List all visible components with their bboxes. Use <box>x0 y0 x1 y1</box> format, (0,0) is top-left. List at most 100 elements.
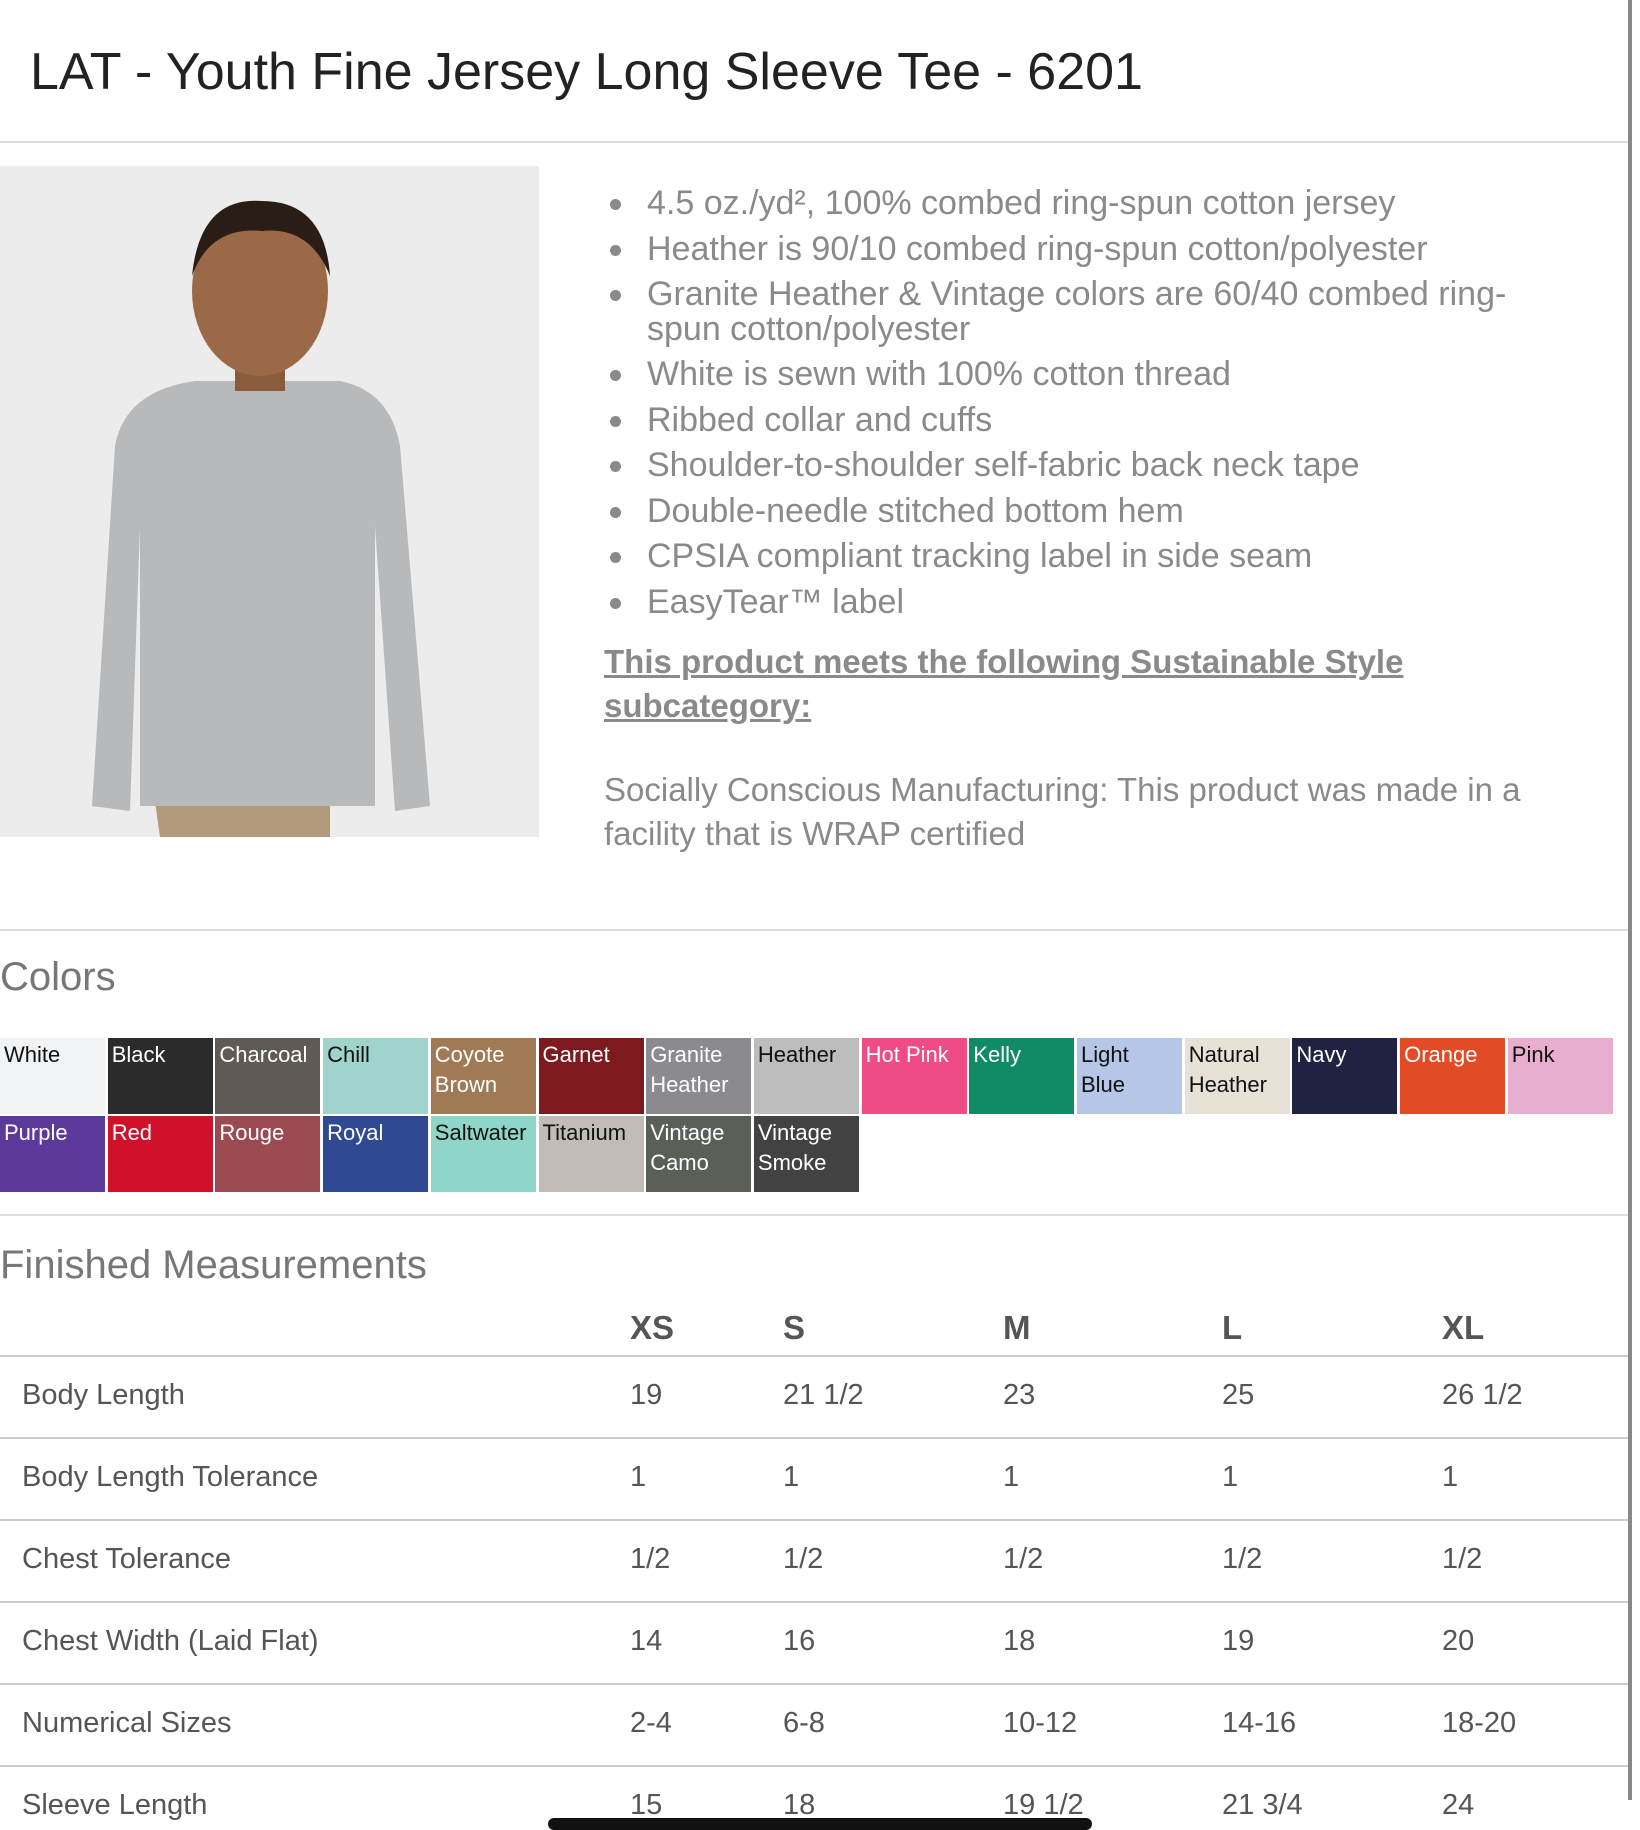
color-swatch[interactable]: White <box>0 1038 105 1114</box>
divider <box>0 1214 1630 1216</box>
bullet-dot <box>610 461 621 472</box>
cell: 18 <box>1003 1625 1036 1657</box>
row-label: Sleeve Length <box>22 1789 208 1821</box>
color-swatch[interactable]: Chill <box>323 1038 429 1114</box>
color-swatch[interactable]: Saltwater <box>430 1116 536 1192</box>
bullet-dot <box>610 199 621 210</box>
bullet-dot <box>610 552 621 563</box>
cell: 21 1/2 <box>783 1379 864 1411</box>
divider <box>0 929 1630 931</box>
sustainable-text: Socially Conscious Manufacturing: This p… <box>604 771 1521 852</box>
color-swatch[interactable]: Navy <box>1292 1038 1398 1114</box>
row-label: Chest Width (Laid Flat) <box>22 1625 319 1657</box>
color-swatch[interactable]: Titanium <box>538 1116 644 1192</box>
cell: 1/2 <box>630 1543 671 1575</box>
cell: 18 <box>783 1789 816 1821</box>
cell: 19 1/2 <box>1003 1789 1084 1821</box>
feature-item: Granite Heather & Vintage colors are 60/… <box>647 275 1507 348</box>
row-label: Body Length <box>22 1379 185 1411</box>
color-swatch[interactable]: Royal <box>323 1116 429 1192</box>
cell: 19 <box>630 1379 663 1411</box>
feature-item: EasyTear™ label <box>647 582 905 621</box>
cell: 26 1/2 <box>1442 1379 1523 1411</box>
color-swatch[interactable]: Hot Pink <box>861 1038 967 1114</box>
cell: 1 <box>1222 1461 1239 1493</box>
size-header: L <box>1222 1309 1243 1346</box>
color-swatch[interactable]: Light Blue <box>1077 1038 1182 1114</box>
divider <box>0 141 1630 143</box>
row-label: Numerical Sizes <box>22 1707 232 1739</box>
color-swatch[interactable]: Granite Heather <box>646 1038 752 1114</box>
color-swatch[interactable]: Vintage Camo <box>646 1116 752 1192</box>
cell: 1 <box>1003 1461 1020 1493</box>
cell: 24 <box>1442 1789 1475 1821</box>
size-header: S <box>783 1309 806 1346</box>
feature-item: Heather is 90/10 combed ring-spun cotton… <box>647 229 1428 268</box>
cell: 1 <box>1442 1461 1459 1493</box>
color-swatch[interactable]: Coyote Brown <box>430 1038 536 1114</box>
feature-item: Shoulder-to-shoulder self-fabric back ne… <box>647 446 1360 484</box>
bullet-dot <box>610 290 621 301</box>
color-swatch[interactable]: Red <box>107 1116 213 1192</box>
cell: 16 <box>783 1625 816 1657</box>
cell: 2-4 <box>630 1707 672 1739</box>
row-label: Chest Tolerance <box>22 1543 232 1575</box>
cell: 6-8 <box>783 1707 825 1739</box>
color-swatch[interactable]: Charcoal <box>215 1038 321 1114</box>
cell: 1 <box>630 1461 647 1493</box>
cell: 23 <box>1003 1379 1036 1411</box>
size-header: XL <box>1442 1309 1485 1346</box>
feature-item: 4.5 oz./yd², 100% combed ring-spun cotto… <box>647 184 1396 222</box>
size-header: M <box>1003 1309 1031 1346</box>
cell: 14 <box>630 1625 663 1657</box>
cell: 25 <box>1222 1379 1255 1411</box>
feature-item: CPSIA compliant tracking label in side s… <box>647 537 1313 575</box>
color-swatch[interactable]: Orange <box>1400 1038 1506 1114</box>
product-image <box>0 166 539 837</box>
color-swatch[interactable]: Kelly <box>969 1038 1075 1114</box>
colors-title: Colors <box>0 955 116 999</box>
bullet-dot <box>610 415 621 427</box>
feature-item: White is sewn with 100% cotton thread <box>647 355 1231 393</box>
product-title: LAT - Youth Fine Jersey Long Sleeve Tee … <box>30 43 1143 101</box>
bullet-dot <box>610 370 621 381</box>
feature-item: Ribbed collar and cuffs <box>647 400 993 439</box>
color-swatch[interactable]: Natural Heather <box>1184 1038 1290 1114</box>
color-swatch[interactable]: Heather <box>753 1038 859 1114</box>
cell: 1 <box>783 1461 800 1493</box>
cell: 1/2 <box>783 1543 824 1575</box>
color-swatch[interactable]: Garnet <box>538 1038 644 1114</box>
color-swatch[interactable]: Black <box>107 1038 213 1114</box>
cell: 1/2 <box>1222 1543 1263 1575</box>
color-swatch[interactable]: Pink <box>1507 1038 1613 1114</box>
cell: 20 <box>1442 1625 1475 1657</box>
row-rule <box>0 1519 1630 1521</box>
cell: 1/2 <box>1442 1543 1483 1575</box>
color-swatch[interactable]: Purple <box>0 1116 105 1192</box>
cell: 10-12 <box>1003 1707 1078 1739</box>
bullet-dot <box>610 506 621 518</box>
bullet-dot <box>610 244 621 256</box>
row-rule <box>0 1683 1630 1685</box>
row-rule <box>0 1765 1630 1767</box>
color-swatch[interactable]: Rouge <box>215 1116 321 1192</box>
cell: 19 <box>1222 1625 1255 1657</box>
color-swatch[interactable]: Vintage Smoke <box>753 1116 859 1192</box>
header-rule <box>0 1355 1630 1357</box>
scrollbar <box>1628 0 1632 1800</box>
cell: 14-16 <box>1222 1707 1297 1739</box>
row-rule <box>0 1437 1630 1439</box>
cell: 1/2 <box>1003 1543 1044 1575</box>
sustainable-heading[interactable]: This product meets the following Sustain… <box>604 643 1404 724</box>
feature-item: Double-needle stitched bottom hem <box>647 491 1184 530</box>
bullet-dot <box>610 597 621 609</box>
home-indicator <box>548 1818 1092 1830</box>
cell: 21 3/4 <box>1222 1789 1303 1821</box>
row-label: Body Length Tolerance <box>22 1461 319 1493</box>
cell: 18-20 <box>1442 1707 1517 1739</box>
cell: 15 <box>630 1789 663 1821</box>
size-header: XS <box>630 1309 675 1346</box>
row-rule <box>0 1601 1630 1603</box>
measurements-title: Finished Measurements <box>0 1243 427 1287</box>
